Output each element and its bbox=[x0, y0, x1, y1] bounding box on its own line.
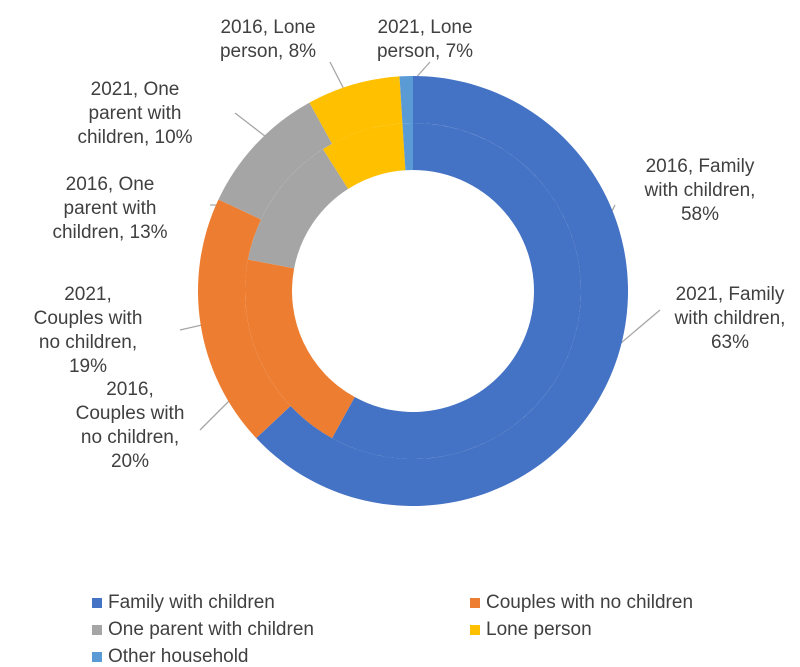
legend-label: Family with children bbox=[108, 592, 275, 613]
legend-item: Couples with no children bbox=[470, 592, 693, 614]
legend-label: Other household bbox=[108, 646, 249, 667]
data-label: 2016, Family with children, 58% bbox=[644, 156, 756, 225]
legend-swatch bbox=[470, 598, 480, 608]
ring-slice bbox=[332, 123, 581, 459]
legend-swatch bbox=[92, 652, 102, 662]
legend-swatch bbox=[470, 625, 480, 635]
legend-label: Lone person bbox=[486, 619, 592, 640]
data-label: 2021, Family with children, 63% bbox=[674, 284, 786, 353]
data-label: 2021, Couples with no children, 19% bbox=[33, 284, 143, 377]
ring-slice bbox=[399, 76, 413, 124]
legend-item: Lone person bbox=[470, 619, 592, 641]
ring-slice bbox=[402, 123, 413, 171]
ring-slice bbox=[247, 149, 349, 269]
data-label: 2021, Lone person, 7% bbox=[376, 17, 474, 62]
data-label: 2016, Lone person, 8% bbox=[219, 17, 317, 62]
legend-swatch bbox=[92, 625, 102, 635]
ring-slice bbox=[245, 259, 355, 439]
legend-label: One parent with children bbox=[108, 619, 314, 640]
legend-item: Family with children bbox=[92, 592, 275, 614]
ring-slice bbox=[309, 76, 403, 144]
ring-slice bbox=[256, 76, 628, 506]
data-label: 2016, Couples with no children, 20% bbox=[75, 379, 185, 472]
legend-item: One parent with children bbox=[92, 619, 314, 641]
ring-slice bbox=[218, 102, 333, 220]
legend-swatch bbox=[92, 598, 102, 608]
legend-label: Couples with no children bbox=[486, 592, 694, 613]
data-label: 2016, One parent with children, 13% bbox=[52, 174, 168, 243]
leader-line bbox=[234, 112, 271, 141]
ring-slice bbox=[197, 199, 291, 439]
legend-item: Other household bbox=[92, 646, 249, 667]
ring-slice bbox=[322, 123, 406, 189]
data-label: 2021, One parent with children, 10% bbox=[77, 79, 193, 148]
